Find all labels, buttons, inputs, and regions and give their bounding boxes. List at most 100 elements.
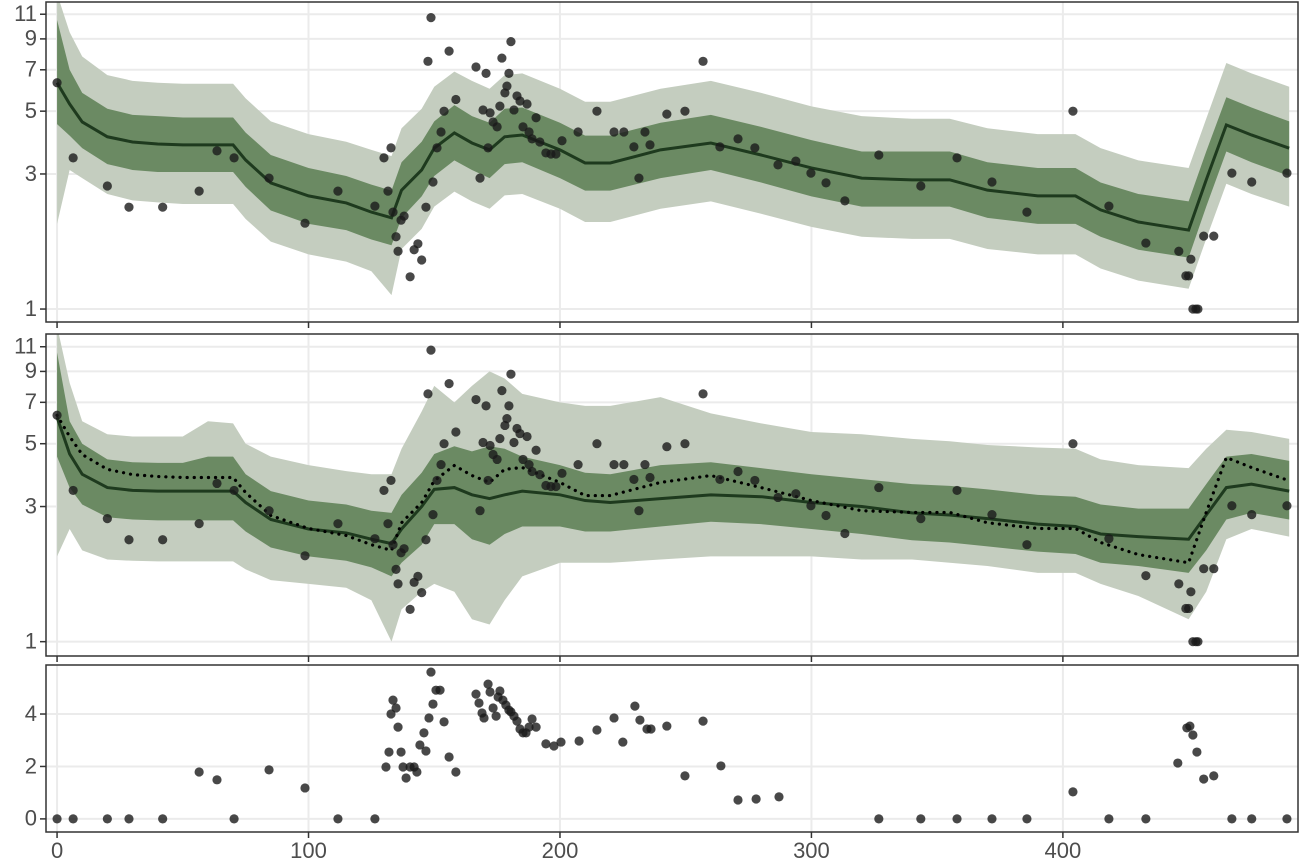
point: [264, 506, 274, 516]
point: [1227, 814, 1237, 824]
point: [733, 134, 743, 144]
point: [393, 579, 403, 589]
point: [635, 715, 645, 725]
point: [370, 201, 380, 211]
point: [619, 127, 629, 137]
point: [1104, 814, 1114, 824]
y-tick-label: 9: [25, 26, 37, 51]
point: [645, 140, 655, 150]
point: [497, 53, 507, 63]
point: [1022, 814, 1032, 824]
point: [634, 506, 644, 516]
point: [124, 535, 134, 545]
point: [424, 713, 434, 723]
point: [1227, 501, 1237, 511]
point: [716, 761, 726, 771]
point: [488, 703, 498, 713]
point: [750, 475, 760, 486]
point: [522, 99, 532, 109]
point: [592, 106, 602, 116]
point: [495, 686, 505, 696]
point: [1068, 106, 1078, 116]
point: [1022, 540, 1032, 550]
point: [426, 667, 436, 677]
point: [1282, 814, 1292, 824]
point: [504, 401, 514, 411]
inner-band: [57, 19, 1290, 258]
point: [806, 168, 816, 178]
point: [515, 428, 525, 439]
point: [124, 202, 134, 212]
point: [1247, 814, 1257, 824]
point: [212, 775, 222, 785]
point: [412, 767, 422, 777]
point: [524, 127, 534, 137]
point: [435, 685, 445, 695]
point: [474, 698, 484, 708]
point: [492, 454, 502, 465]
point: [194, 767, 204, 777]
point: [715, 474, 725, 485]
point: [618, 737, 628, 747]
point: [475, 173, 485, 183]
point: [640, 459, 650, 470]
point: [751, 794, 761, 804]
point: [1247, 509, 1257, 520]
plot-area: [52, 2, 1292, 314]
y-tick-label: 3: [25, 493, 37, 518]
point: [916, 513, 926, 524]
y-tick-label: 1: [25, 296, 37, 321]
point: [509, 437, 519, 448]
point: [1186, 587, 1196, 597]
point: [478, 437, 488, 448]
point: [646, 724, 656, 734]
point: [840, 528, 850, 539]
point: [502, 81, 512, 91]
point: [68, 485, 78, 496]
point: [527, 714, 537, 724]
point: [512, 716, 522, 726]
point: [495, 434, 505, 444]
point: [432, 475, 442, 486]
point: [629, 142, 639, 152]
point: [451, 94, 461, 105]
point: [952, 485, 962, 496]
point: [481, 68, 491, 78]
point: [52, 410, 62, 420]
point: [158, 535, 168, 545]
point: [524, 722, 534, 732]
point: [370, 534, 380, 544]
point: [388, 207, 398, 217]
point: [557, 136, 567, 146]
point: [471, 394, 481, 405]
point: [421, 535, 431, 545]
point: [383, 186, 393, 196]
point: [471, 62, 481, 72]
point: [451, 427, 461, 437]
point: [381, 762, 391, 772]
point: [426, 345, 436, 355]
point: [428, 509, 438, 520]
point: [300, 218, 310, 228]
point: [68, 153, 78, 163]
point: [401, 773, 411, 783]
point: [384, 747, 394, 757]
point: [497, 386, 507, 396]
point: [212, 146, 222, 156]
point: [483, 143, 493, 153]
point: [515, 96, 525, 106]
point: [300, 551, 310, 561]
point: [379, 485, 389, 496]
point: [419, 728, 429, 738]
point: [952, 153, 962, 163]
point: [52, 78, 62, 88]
point: [1193, 637, 1203, 647]
point: [1141, 238, 1151, 248]
point: [158, 202, 168, 212]
point: [773, 160, 783, 170]
point: [1104, 201, 1114, 211]
point: [444, 46, 454, 56]
point: [916, 181, 926, 191]
point: [1068, 787, 1078, 797]
